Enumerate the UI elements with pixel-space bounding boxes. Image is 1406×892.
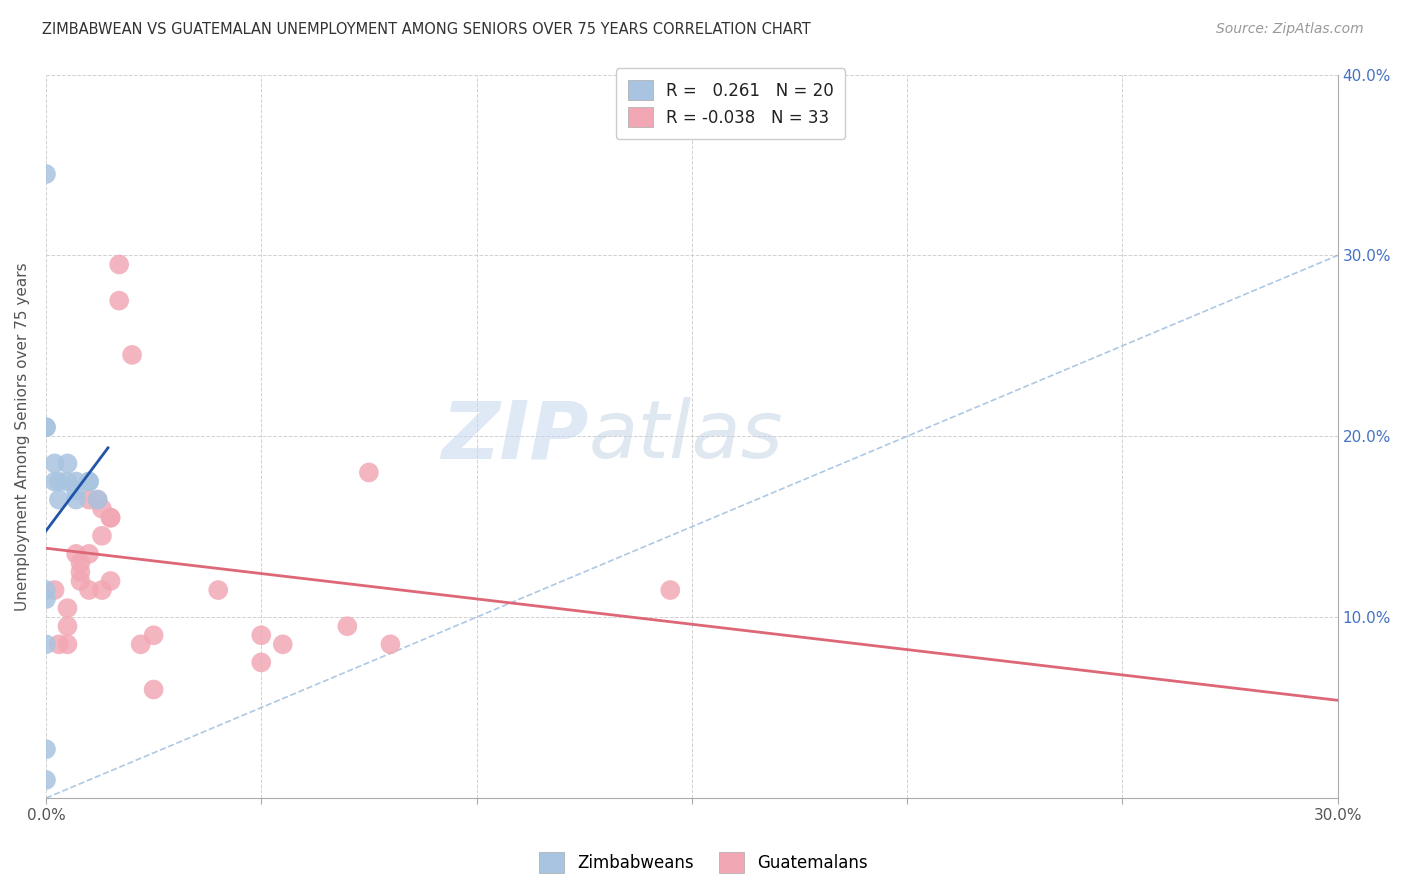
Point [65, 475, 87, 489]
Legend: Zimbabweans, Guatemalans: Zimbabweans, Guatemalans [531, 846, 875, 880]
Point [44, 457, 66, 471]
Point [77, 475, 100, 489]
Point [100, 510, 122, 524]
Point [659, 582, 682, 597]
Point [142, 628, 165, 642]
Point [56, 601, 79, 615]
Point [44, 582, 66, 597]
Text: atlas: atlas [589, 397, 783, 475]
Point [48, 475, 70, 489]
Point [56, 619, 79, 633]
Point [35, 420, 58, 434]
Point [129, 637, 152, 651]
Point [357, 466, 380, 480]
Point [77, 492, 100, 507]
Point [65, 483, 87, 498]
Point [77, 582, 100, 597]
Point [56, 637, 79, 651]
Point [77, 475, 100, 489]
Point [35, 772, 58, 787]
Point [100, 510, 122, 524]
Point [108, 257, 131, 271]
Point [35, 592, 58, 607]
Point [271, 637, 294, 651]
Point [35, 742, 58, 756]
Point [91, 529, 114, 543]
Point [336, 619, 359, 633]
Point [380, 637, 402, 651]
Point [65, 492, 87, 507]
Point [121, 348, 143, 362]
Point [250, 628, 273, 642]
Point [35, 167, 58, 181]
Point [35, 582, 58, 597]
Text: ZIP: ZIP [441, 397, 589, 475]
Point [86, 492, 108, 507]
Point [77, 547, 100, 561]
Point [65, 547, 87, 561]
Legend: R =   0.261   N = 20, R = -0.038   N = 33: R = 0.261 N = 20, R = -0.038 N = 33 [616, 69, 845, 139]
Point [35, 637, 58, 651]
Point [69, 565, 91, 579]
Point [91, 501, 114, 516]
Y-axis label: Unemployment Among Seniors over 75 years: Unemployment Among Seniors over 75 years [15, 262, 30, 611]
Point [91, 582, 114, 597]
Point [35, 420, 58, 434]
Point [48, 637, 70, 651]
Point [56, 475, 79, 489]
Point [142, 682, 165, 697]
Point [44, 475, 66, 489]
Point [108, 293, 131, 308]
Point [56, 457, 79, 471]
Point [100, 574, 122, 588]
Text: Source: ZipAtlas.com: Source: ZipAtlas.com [1216, 22, 1364, 37]
Point [207, 582, 229, 597]
Point [69, 574, 91, 588]
Point [48, 492, 70, 507]
Point [86, 492, 108, 507]
Point [250, 656, 273, 670]
Text: ZIMBABWEAN VS GUATEMALAN UNEMPLOYMENT AMONG SENIORS OVER 75 YEARS CORRELATION CH: ZIMBABWEAN VS GUATEMALAN UNEMPLOYMENT AM… [42, 22, 811, 37]
Point [69, 556, 91, 570]
